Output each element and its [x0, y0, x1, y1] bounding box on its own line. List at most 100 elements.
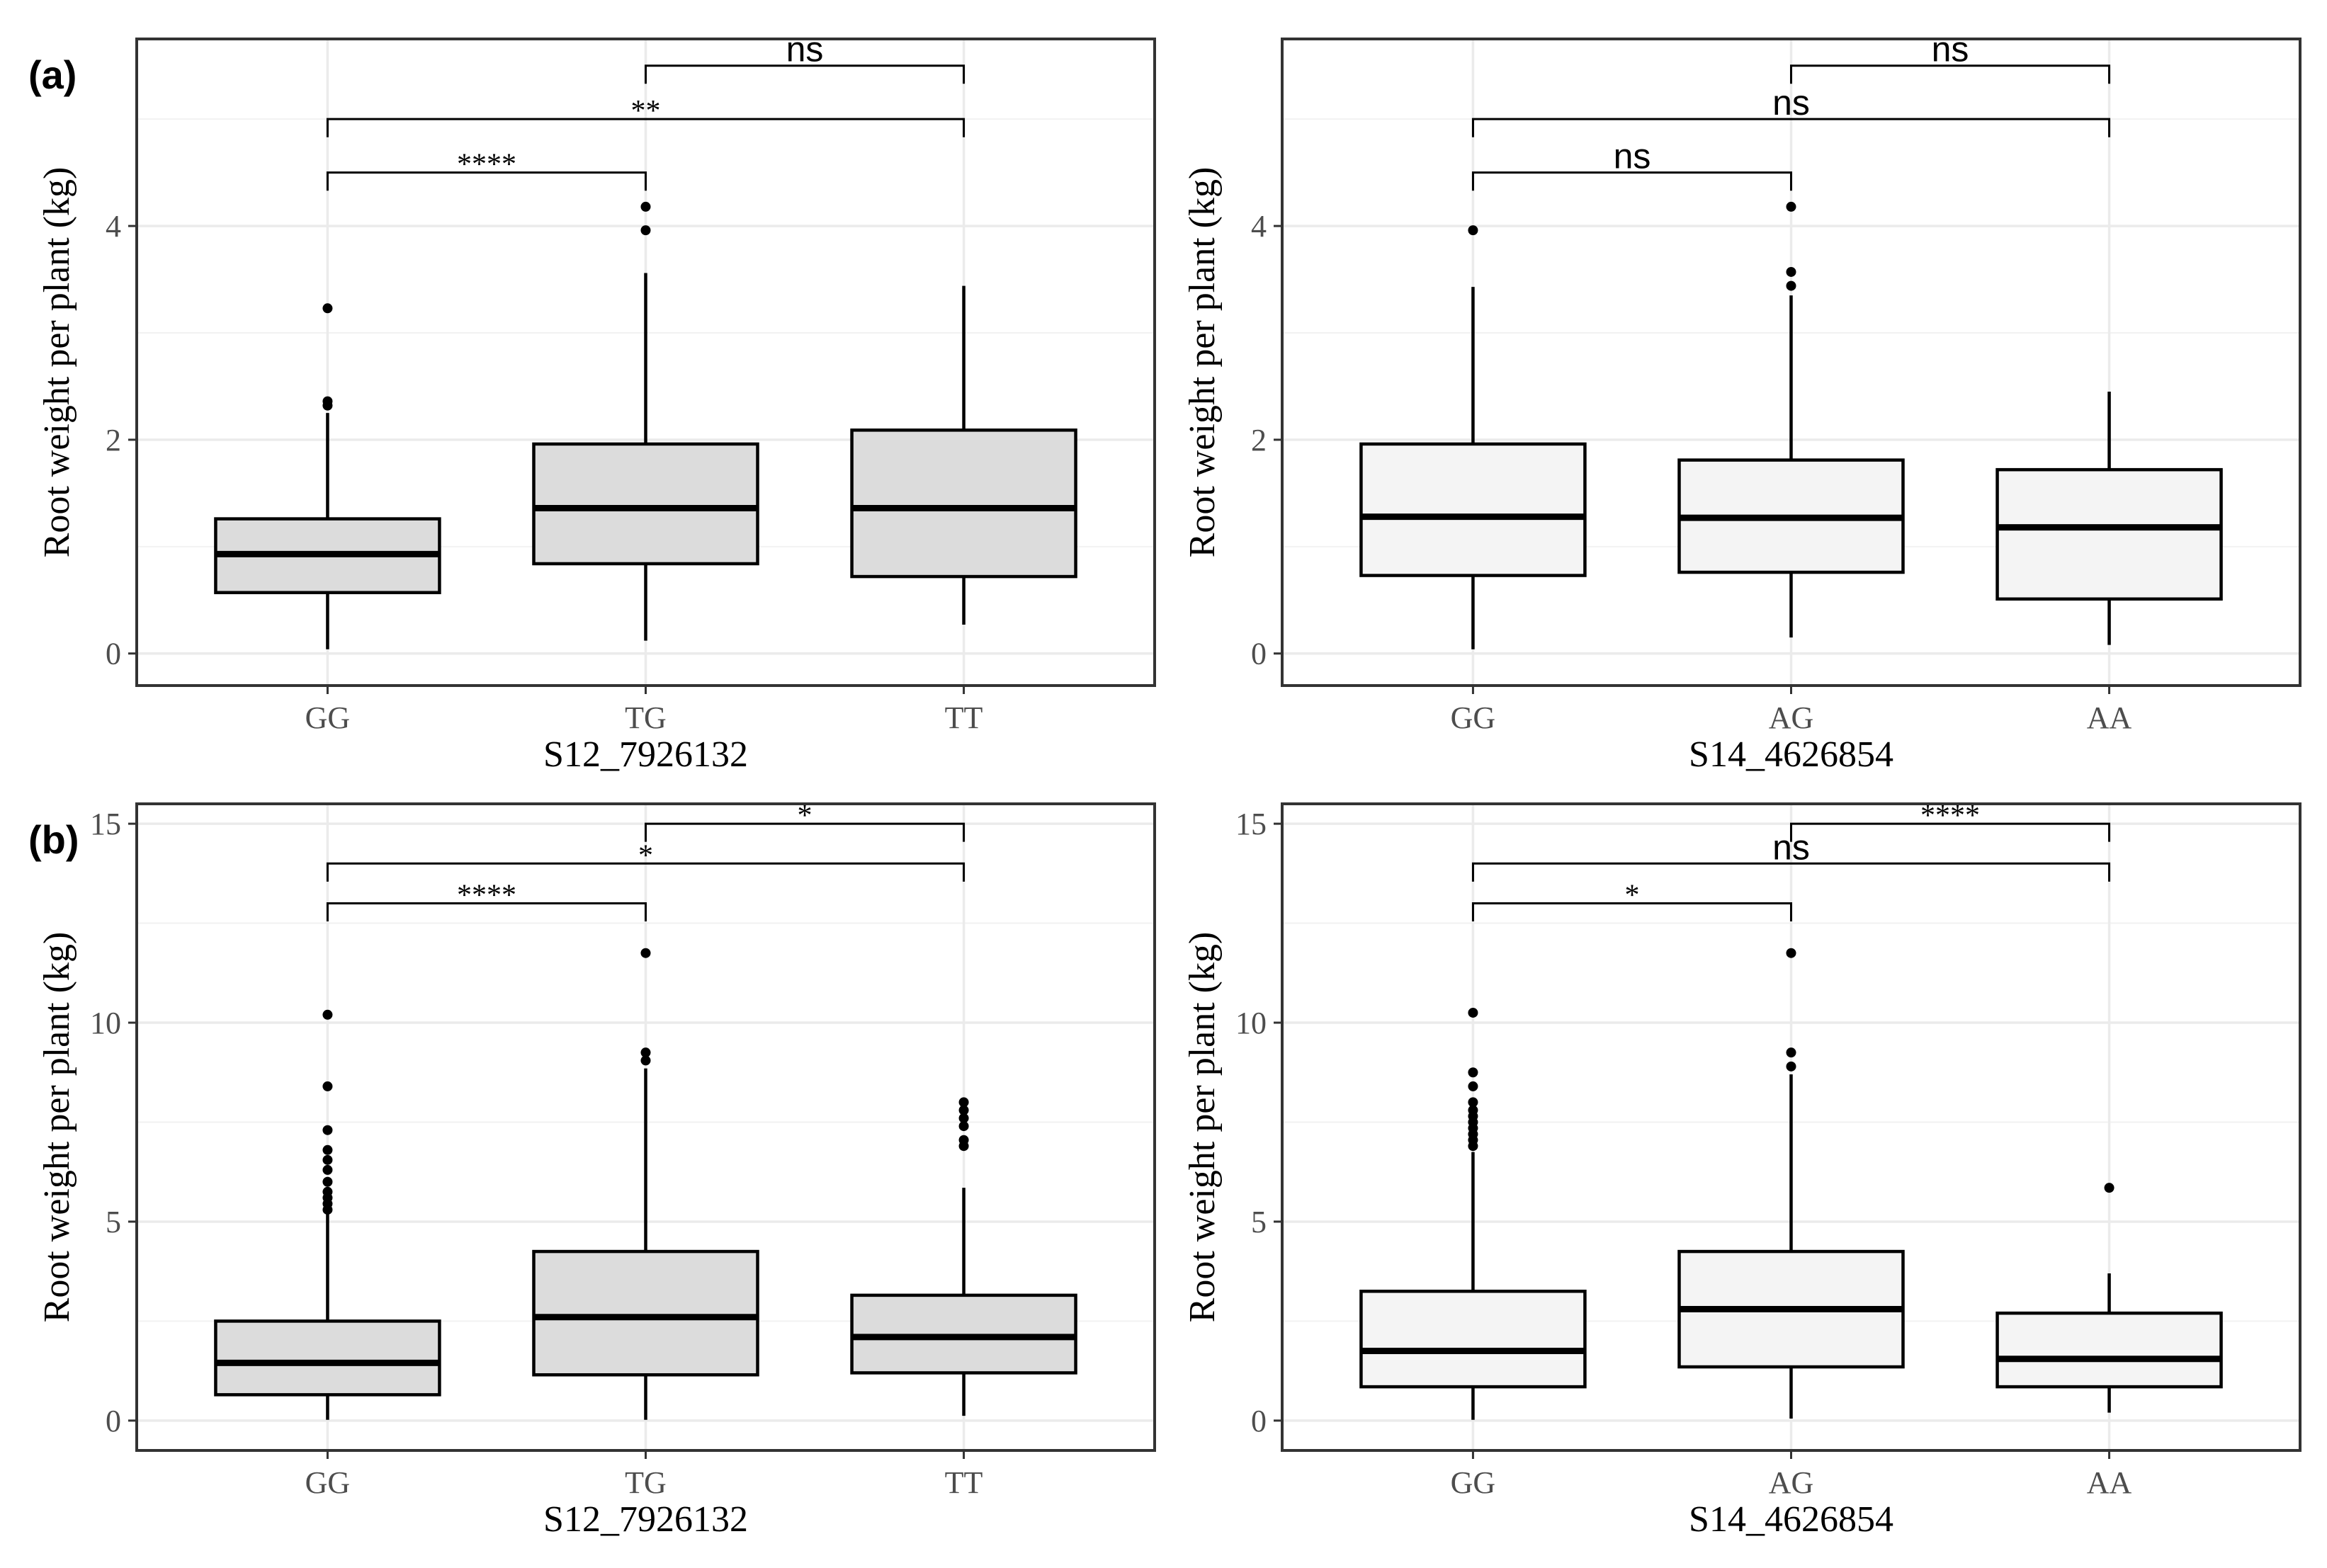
x-axis-title: S14_4626854	[1689, 1499, 1893, 1540]
chart-1: 0 2 4 GG TG TT S12_7926132 Root weight per plan…	[37, 30, 1156, 775]
box-gg	[214, 303, 441, 649]
y-tick-label: 2	[1251, 423, 1267, 458]
significance-bracket: *	[1471, 879, 1792, 922]
box-body	[1995, 1311, 2223, 1389]
outlier-point	[322, 1144, 333, 1155]
outlier-point	[1468, 1097, 1478, 1108]
chart-3: 0 5 10 15 GG TG TT S12_7926132 Root weight per p…	[37, 800, 1156, 1540]
outlier-point	[640, 201, 651, 212]
significance-bracket: ****	[326, 879, 647, 922]
x-axis-title: S12_7926132	[543, 1499, 748, 1540]
y-tick-label: 10	[1235, 1006, 1267, 1040]
y-axis-title: Root weight per plant (kg)	[37, 167, 77, 558]
significance-label: **	[631, 95, 661, 127]
y-tick-label: 10	[90, 1006, 121, 1040]
chart-2: 0 2 4 GG AG AA S14_4626854 Root weight per plan…	[1182, 30, 2301, 775]
outlier-point	[640, 1047, 651, 1058]
significance-bracket: *	[326, 839, 966, 882]
box-tt	[850, 1097, 1077, 1416]
outlier-point	[1468, 225, 1478, 236]
y-axis-title: Root weight per plant (kg)	[37, 932, 77, 1323]
outlier-point	[1786, 1061, 1796, 1072]
outlier-point	[322, 396, 333, 407]
outlier-point	[1468, 1081, 1478, 1091]
box-aa	[1995, 1183, 2223, 1413]
panel-label-b: (b)	[28, 817, 79, 862]
plots: 0 2 4 GG TG TT S12_7926132 Root weight per plan…	[37, 30, 2301, 1540]
significance-bracket: ****	[1790, 800, 2111, 842]
significance-bracket: *	[645, 800, 966, 842]
box-tt	[850, 285, 1077, 625]
box-body	[532, 1249, 759, 1377]
x-tick-label: AG	[1769, 1465, 1814, 1500]
x-axis-title: S12_7926132	[543, 734, 748, 775]
significance-label: ns	[786, 30, 824, 69]
outlier-point	[1786, 266, 1796, 277]
box-body	[850, 428, 1077, 579]
x-tick-label: GG	[1451, 700, 1496, 735]
bracket-line	[1471, 171, 1792, 191]
bracket-line	[1471, 862, 2111, 882]
y-tick-label: 0	[106, 1404, 121, 1438]
outlier-point	[322, 1081, 333, 1091]
bracket-line	[645, 64, 966, 84]
outlier-point	[1786, 1047, 1796, 1058]
outlier-point	[640, 1055, 651, 1066]
significance-label: *	[798, 800, 813, 832]
outlier-point	[1468, 1007, 1478, 1018]
box-body	[1995, 467, 2223, 601]
panel-label-a: (a)	[28, 52, 77, 97]
outlier-point	[1786, 201, 1796, 212]
outlier-point	[958, 1097, 969, 1108]
y-tick-label: 2	[106, 423, 121, 458]
significance-label: ns	[1614, 137, 1651, 176]
outlier-point	[958, 1121, 969, 1132]
significance-bracket: ns	[1471, 827, 2111, 882]
x-tick-label: TT	[945, 1465, 983, 1500]
outlier-point	[2104, 1183, 2114, 1193]
outlier-point	[322, 1125, 333, 1135]
y-tick-label: 0	[1251, 1404, 1267, 1438]
significance-label: ns	[1932, 30, 1969, 69]
y-tick-label: 15	[90, 807, 121, 841]
y-tick-label: 0	[106, 637, 121, 671]
y-tick-label: 4	[1251, 209, 1267, 244]
chart-4: 0 5 10 15 GG AG AA S14_4626854 Root weight per p…	[1182, 800, 2301, 1540]
x-tick-label: AA	[2087, 700, 2132, 735]
bracket-line	[1471, 118, 2111, 137]
significance-bracket: ns	[645, 30, 966, 84]
bracket-line	[1790, 64, 2111, 84]
y-tick-label: 15	[1235, 807, 1267, 841]
x-tick-label: TG	[625, 1465, 667, 1500]
significance-label: *	[1624, 879, 1639, 911]
bracket-line	[1471, 902, 1792, 922]
y-tick-label: 5	[1251, 1205, 1267, 1239]
bracket-line	[326, 171, 647, 191]
bracket-line	[1790, 822, 2111, 842]
outlier-point	[322, 1009, 333, 1020]
y-axis-title: Root weight per plant (kg)	[1182, 167, 1223, 558]
x-tick-label: TG	[625, 700, 667, 735]
y-tick-label: 0	[1251, 637, 1267, 671]
significance-label: *	[638, 839, 653, 872]
box-ag	[1677, 948, 1905, 1419]
box-ag	[1677, 201, 1905, 638]
outlier-point	[322, 1176, 333, 1187]
significance-bracket: **	[326, 95, 966, 137]
bracket-line	[326, 902, 647, 922]
significance-bracket: ns	[1471, 83, 2111, 137]
significance-label: ns	[1772, 827, 1810, 867]
significance-bracket: ****	[326, 149, 647, 191]
outlier-point	[1786, 280, 1796, 291]
x-axis-title: S14_4626854	[1689, 734, 1893, 775]
outlier-point	[958, 1113, 969, 1123]
x-tick-label: GG	[305, 700, 351, 735]
box-gg	[1359, 225, 1587, 649]
significance-label: ns	[1772, 83, 1810, 123]
x-tick-label: GG	[305, 1465, 351, 1500]
outlier-point	[322, 1164, 333, 1175]
x-tick-label: AA	[2087, 1465, 2132, 1500]
y-axis-title: Root weight per plant (kg)	[1182, 932, 1223, 1323]
outlier-point	[640, 225, 651, 236]
